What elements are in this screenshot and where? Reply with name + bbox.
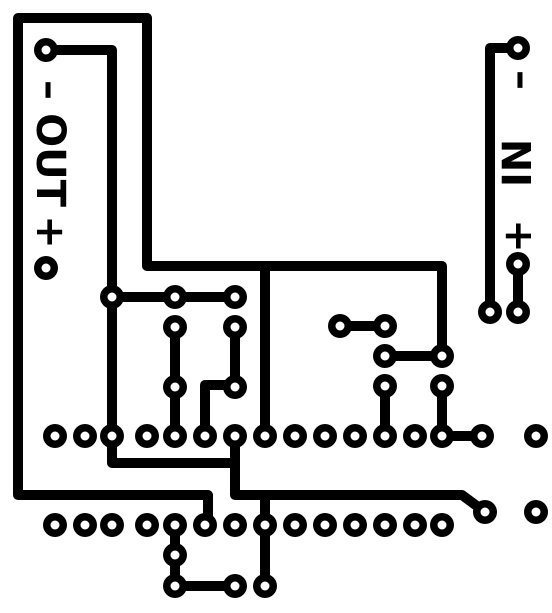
trace-right-column [200,322,240,441]
pad-row1-15 [524,424,548,448]
out-minus-label: – [27,80,73,100]
pad-in-a [478,300,502,324]
silkscreen-labels: OUT – + IN – + [27,70,541,253]
pad-comp-11 [373,374,397,398]
pad-row2-9 [313,513,337,537]
pad-row2-11 [373,513,397,537]
in-label: IN [495,139,541,187]
pad-bottom-0 [163,543,187,567]
pad-row2-5 [193,513,217,537]
pad-comp-2 [223,285,247,309]
pad-row1-3 [135,424,159,448]
pad-comp-0 [100,285,124,309]
pad-res-b [524,500,548,524]
trace-bus-vertical [142,13,447,361]
pad-row1-1 [73,424,97,448]
pad-row2-0 [43,513,67,537]
pad-row2-6 [223,513,247,537]
pad-res-a [473,500,497,524]
pad-comp-6 [223,375,247,399]
trace-out-minus [41,45,240,468]
pad-row1-0 [43,424,67,448]
pad-row1-5 [193,424,217,448]
pad-row2-1 [73,513,97,537]
pad-row2-4 [163,513,187,537]
pad-bottom-2 [223,574,247,598]
pad-bottom-3 [253,574,277,598]
pad-comp-1 [163,285,187,309]
trace-lower-bus [230,431,490,517]
pad-row1-10 [343,424,367,448]
pad-row1-2 [100,424,124,448]
pad-row2-3 [135,513,159,537]
pad-row1-11 [373,424,397,448]
pad-comp-9 [373,344,397,368]
out-plus-label: + [27,215,73,249]
pad-row2-12 [403,513,427,537]
pad-in-plus [506,252,530,276]
pad-comp-10 [430,344,454,368]
solder-pads [34,36,548,598]
pad-in-b [506,300,530,324]
copper-traces [13,13,523,591]
pad-row1-7 [253,424,277,448]
pad-row1-13 [430,424,454,448]
pad-comp-5 [163,375,187,399]
pad-out-plus [34,256,58,280]
pad-comp-4 [223,315,247,339]
pad-row1-12 [403,424,427,448]
pad-row1-4 [163,424,187,448]
pad-row2-13 [430,513,454,537]
out-label: OUT [27,113,73,207]
pad-comp-8 [373,314,397,338]
pad-bottom-1 [163,574,187,598]
pad-row1-6 [223,424,247,448]
pad-row1-9 [313,424,337,448]
pad-row1-8 [283,424,307,448]
pad-row2-2 [100,513,124,537]
pad-comp-3 [163,315,187,339]
in-minus-label: – [495,70,541,90]
pad-comp-12 [430,374,454,398]
pad-row1-14 [470,424,494,448]
pad-row2-7 [253,513,277,537]
pad-comp-7 [328,314,352,338]
pad-in-minus [506,36,530,60]
trace-outer-frame [13,13,213,527]
pad-out-minus [34,38,58,62]
in-plus-label: + [495,219,541,253]
pad-row2-10 [343,513,367,537]
pad-row2-8 [283,513,307,537]
